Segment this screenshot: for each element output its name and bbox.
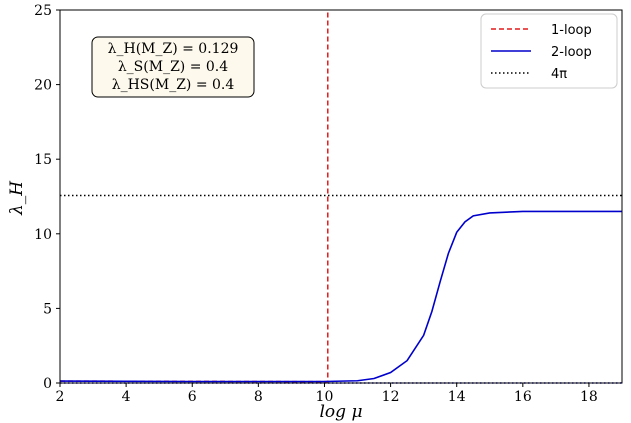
x-tick-label: 12 [382, 389, 400, 405]
series-line-2-loop [59, 210, 622, 383]
y-axis-ticks: 0 5 10 15 20 25 [34, 3, 60, 392]
y-axis-label: λ_H [7, 180, 27, 216]
annotation-box [91, 36, 255, 98]
x-axis-label: log μ [319, 402, 362, 422]
parameter-annotation: λ_H(M_Z) = 0.129 λ_S(M_Z) = 0.4 λ_HS(M_Z… [91, 36, 255, 98]
x-tick-label: 4 [122, 389, 131, 405]
y-tick-label: 15 [34, 152, 52, 168]
x-tick-label: 2 [56, 389, 65, 405]
legend-box [480, 13, 618, 89]
annotation-line-1: λ_H(M_Z) = 0.129 [108, 41, 239, 57]
legend: 1-loop 2-loop 4π [480, 13, 618, 89]
y-tick-label: 25 [34, 3, 52, 19]
x-tick-label: 16 [514, 389, 532, 405]
annotation-line-3: λ_HS(M_Z) = 0.4 [112, 77, 235, 93]
y-tick-label: 5 [43, 301, 52, 317]
x-tick-label: 18 [580, 389, 598, 405]
x-tick-label: 6 [188, 389, 197, 405]
y-tick-label: 20 [34, 78, 52, 94]
legend-label-1-loop: 1-loop [551, 23, 592, 38]
x-axis-ticks: 2 4 6 8 10 12 14 16 18 [56, 383, 598, 405]
y-tick-label: 0 [43, 376, 52, 392]
x-tick-label: 14 [448, 389, 466, 405]
legend-label-2-loop: 2-loop [551, 45, 592, 60]
y-tick-label: 10 [34, 227, 52, 243]
legend-label-4pi: 4π [551, 67, 567, 82]
x-tick-label: 8 [254, 389, 263, 405]
y-axis-label-group: λ_H [7, 180, 27, 216]
plot-frame [59, 9, 623, 384]
x-tick-label: 10 [316, 389, 334, 405]
annotation-line-2: λ_S(M_Z) = 0.4 [118, 59, 228, 75]
